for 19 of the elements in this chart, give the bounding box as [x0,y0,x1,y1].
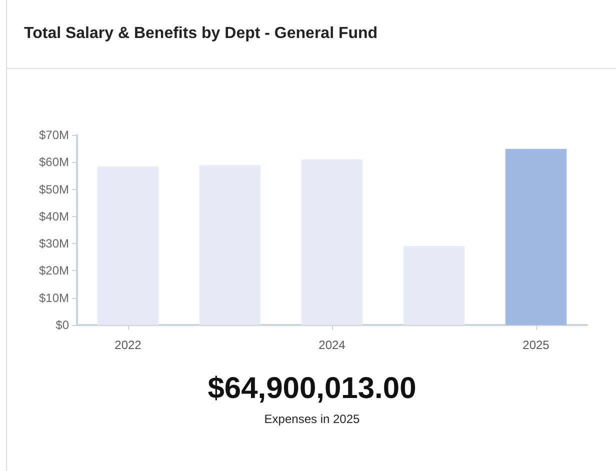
x-tick-label: 2022 [114,338,142,352]
x-tick-label: 2024 [318,338,346,352]
y-tick-label: $30M [38,236,69,251]
chart-title: Total Salary & Benefits by Dept - General Fund [7,0,616,69]
y-tick-label: $0 [56,318,70,332]
text: Expenses in 2025 [263,412,361,426]
bar [199,165,261,325]
y-tick-label: $50M [38,182,69,196]
y-tick-label: $10M [38,290,69,305]
text: $64,900,013.00 [206,372,418,406]
y-tick-label: $70M [38,128,69,142]
bar [97,166,159,325]
x-tick-label: 2025 [522,338,550,352]
bar [301,159,363,325]
y-tick-label: $20M [38,264,69,278]
y-tick-label: $40M [38,209,69,224]
y-tick-label: $60M [38,155,69,170]
bar [403,246,465,325]
bar [505,148,567,325]
